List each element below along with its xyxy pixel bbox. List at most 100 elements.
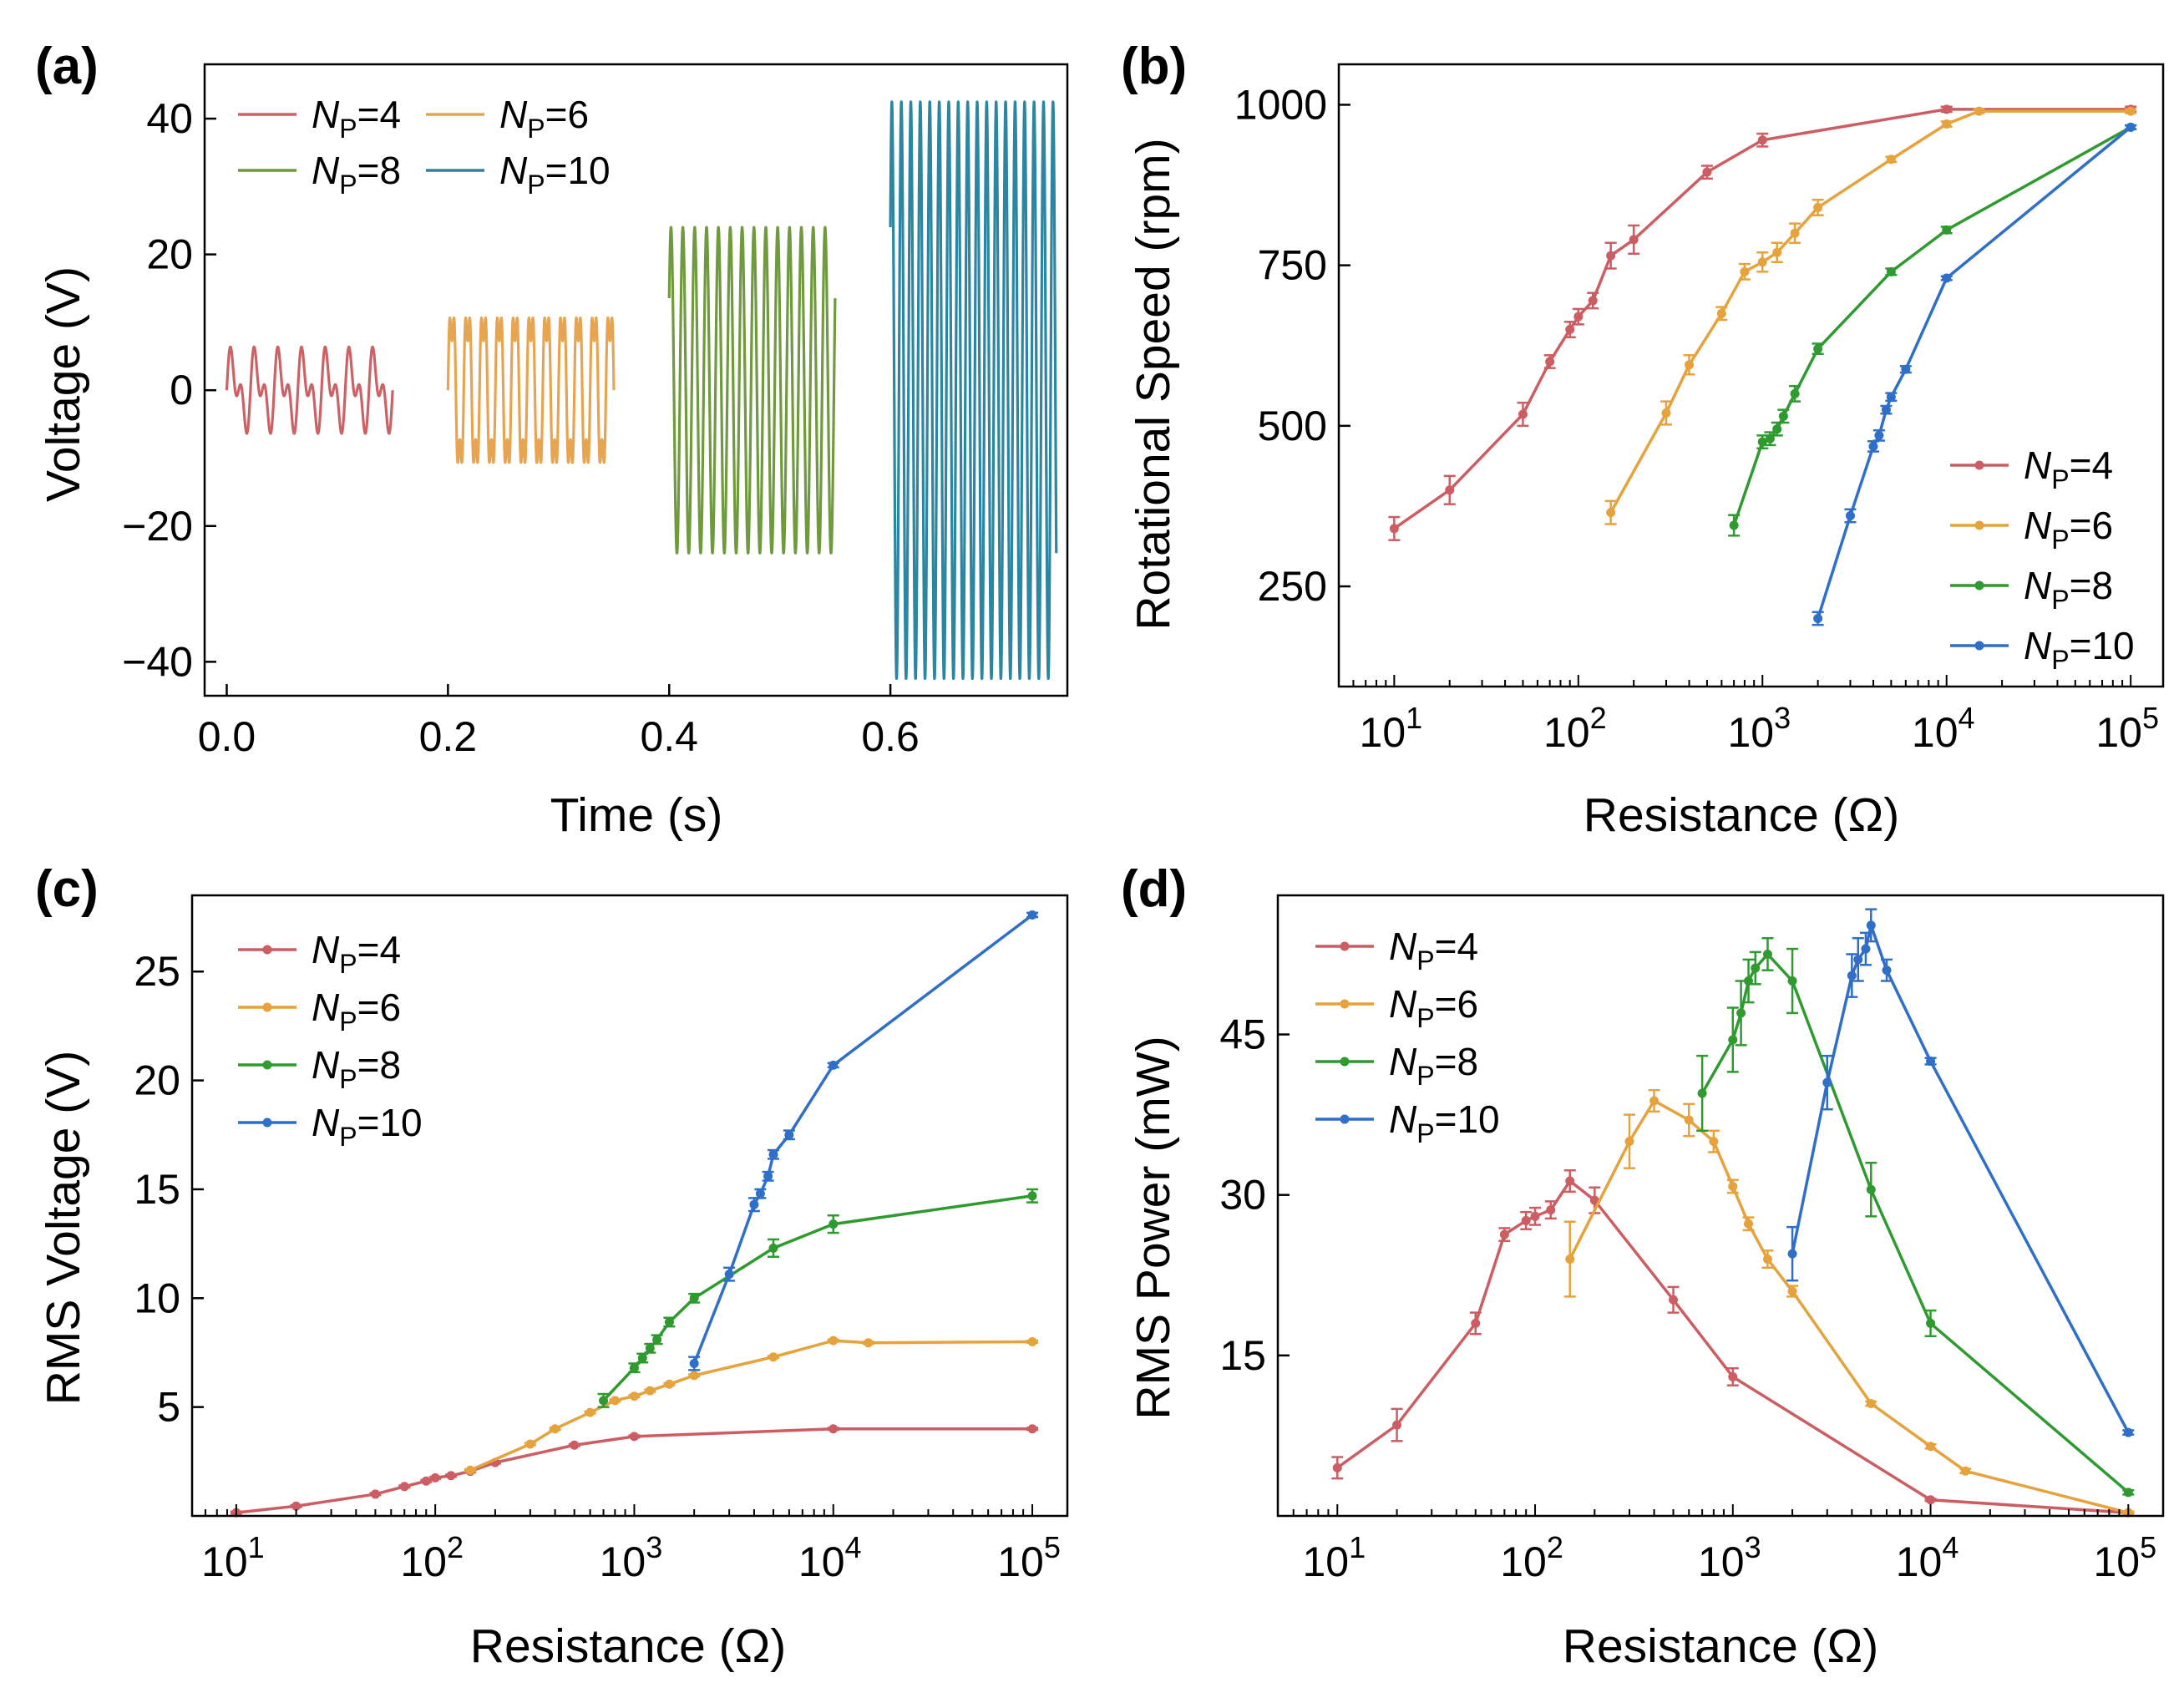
x-tick-label-b: 102: [1543, 701, 1607, 756]
plot-area-a: −40 −20 0 20 40 0.0 0.2 0.4 0.6 NP=4 NP=6 NP=8 NP=10: [122, 63, 1069, 760]
data-point-np8: [629, 1363, 639, 1373]
data-point-np4: [1757, 135, 1767, 145]
data-point-np4: [370, 1489, 380, 1499]
axes-frame-c: [190, 894, 1069, 1518]
data-point-np6: [829, 1336, 839, 1346]
data-point-np6: [664, 1379, 674, 1389]
legend-marker-np6: [1340, 999, 1350, 1009]
x-tick-label-d: 101: [1302, 1530, 1366, 1585]
data-point-np6: [1790, 228, 1800, 238]
x-tick-label-c: 105: [997, 1530, 1061, 1585]
legend-marker-np8: [262, 1060, 272, 1070]
waveform-np4: [225, 345, 394, 435]
data-point-np4: [1565, 325, 1575, 335]
y-tick-label-d: 45: [1219, 1011, 1266, 1058]
data-point-np10: [1881, 405, 1891, 415]
axes-frame-b: [1337, 63, 2165, 688]
data-point-np6: [1744, 1219, 1754, 1229]
data-point-np8: [1027, 1191, 1037, 1201]
y-axis-label-c: RMS Voltage (V): [37, 1051, 90, 1406]
data-point-np8: [689, 1293, 699, 1303]
data-point-np10: [1882, 966, 1892, 976]
data-point-np10: [1845, 510, 1855, 520]
series-line-np8: [1700, 952, 2130, 1494]
data-point-np8: [664, 1317, 674, 1327]
data-point-np4: [1027, 1424, 1037, 1434]
data-point-np10: [755, 1189, 765, 1199]
data-point-np6: [1960, 1466, 1970, 1476]
data-point-np10: [1813, 614, 1823, 624]
data-point-np4: [399, 1482, 409, 1492]
data-point-np10: [1853, 955, 1863, 965]
legend-label-np8: NP=8: [312, 1043, 401, 1094]
data-point-np6: [525, 1439, 535, 1449]
y-tick-label-b: 500: [1258, 403, 1327, 449]
waveform-np8: [667, 226, 837, 555]
waveform-np6: [446, 316, 616, 464]
data-point-np6: [1740, 266, 1750, 276]
data-point-np10: [763, 1171, 773, 1181]
data-point-np6: [2126, 106, 2136, 116]
data-point-np6: [768, 1352, 778, 1362]
data-point-np8: [1697, 1088, 1707, 1098]
data-point-np8: [1728, 1035, 1738, 1045]
data-point-np6: [1866, 1398, 1876, 1408]
data-point-np4: [629, 1432, 639, 1442]
legend-label-np10: NP=10: [2024, 624, 2135, 675]
data-point-np8: [1866, 1184, 1876, 1194]
legend-label-np10: NP=10: [499, 149, 611, 200]
data-point-np8: [599, 1396, 609, 1406]
data-point-np4: [1392, 1420, 1402, 1430]
y-tick-label-d: 30: [1219, 1172, 1266, 1219]
x-tick-label-d: 102: [1500, 1530, 1563, 1585]
data-point-np6: [689, 1371, 699, 1381]
data-point-np8: [1813, 344, 1823, 354]
data-point-np6: [1027, 1336, 1037, 1346]
x-axis-label-c: Resistance (Ω): [470, 1619, 786, 1673]
data-point-np8: [1762, 949, 1772, 959]
x-axis-label-a: Time (s): [550, 788, 723, 842]
data-point-np4: [1471, 1318, 1481, 1328]
y-tick-label-a: −40: [122, 638, 193, 685]
x-tick-label-b: 104: [1912, 701, 1975, 756]
data-point-np6: [610, 1396, 620, 1406]
y-tick-label-c: 15: [134, 1166, 180, 1213]
data-point-np8: [1926, 1318, 1936, 1328]
legend-label-np10: NP=10: [312, 1101, 423, 1152]
legend-label-np6: NP=6: [1389, 982, 1478, 1033]
data-point-np4: [1546, 1205, 1556, 1215]
data-point-np6: [1926, 1442, 1936, 1452]
data-point-np10: [829, 1060, 839, 1070]
y-tick-label-a: 40: [146, 95, 193, 142]
data-point-np4: [1445, 485, 1455, 495]
y-tick-label-a: −20: [122, 503, 193, 550]
data-point-np8: [1736, 1008, 1746, 1018]
data-point-np4: [1573, 312, 1584, 322]
x-tick-label-c: 103: [600, 1530, 663, 1585]
x-tick-label-b: 103: [1727, 701, 1791, 756]
data-point-np4: [1702, 167, 1712, 177]
data-point-np4: [1588, 296, 1598, 306]
waveform-np10: [889, 100, 1058, 681]
data-point-np10: [749, 1199, 759, 1209]
data-point-np10: [784, 1130, 794, 1140]
y-tick-label-a: 20: [146, 231, 193, 278]
data-point-np6: [550, 1424, 560, 1434]
data-point-np6: [465, 1465, 475, 1475]
y-tick-label-b: 750: [1258, 242, 1327, 289]
data-point-np4: [1530, 1211, 1540, 1221]
data-point-np10: [1926, 1057, 1936, 1067]
y-tick-label-c: 25: [134, 948, 180, 995]
data-point-np8: [1751, 963, 1761, 973]
data-point-np10: [1942, 273, 1952, 283]
data-point-np8: [637, 1353, 647, 1363]
data-point-np4: [421, 1476, 431, 1486]
data-point-np10: [1861, 944, 1871, 954]
data-point-np4: [829, 1424, 839, 1434]
data-point-np4: [1669, 1295, 1679, 1305]
data-point-np8: [1942, 225, 1952, 235]
x-tick-label-a: 0.0: [198, 713, 256, 760]
data-point-np10: [1027, 910, 1037, 920]
legend-label-np8: NP=8: [2024, 564, 2113, 615]
data-point-np6: [1685, 360, 1695, 370]
